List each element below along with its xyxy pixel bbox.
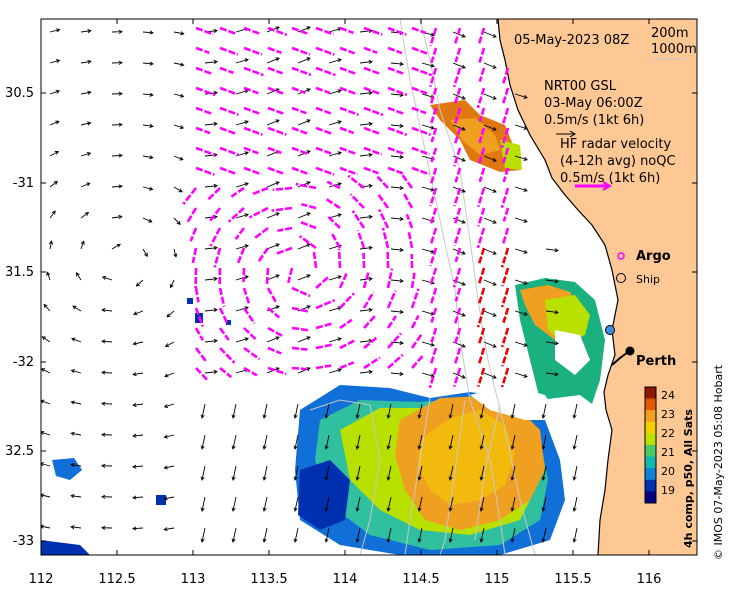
colorbar-tick: 22 [661,427,675,440]
mooring-marker [605,325,615,335]
plot-frame [40,18,698,556]
hf-legend-line1: HF radar velocity [560,137,672,152]
gsl-legend-line3: 0.5m/s (1kt 6h) [544,113,644,128]
x-tick-label: 112.5 [98,572,135,587]
colorbar-tick: 21 [661,446,675,459]
gsl-legend-line2: 03-May 06:00Z [544,96,643,111]
x-tick-label: 114 [333,572,358,587]
timestamp-label: 05-May-2023 08Z [514,33,629,48]
hf-legend-line2: (4-12h avg) noQC [560,154,676,169]
colorbar-tick: 23 [661,408,675,421]
y-tick-label: -33 [13,534,34,549]
black-dot-icon [625,346,635,356]
x-tick-label: 116 [637,572,662,587]
colorbar-tick: 20 [661,465,675,478]
y-tick-label: 31.5 [5,265,34,280]
gsl-legend-line1: NRT00 GSL [544,79,617,94]
x-tick-label: 112 [29,572,54,587]
hf-radar-vectors [182,26,510,389]
x-tick-label: 114.5 [402,572,439,587]
y-tick-label: 30.5 [5,86,34,101]
x-tick-label: 115 [485,572,510,587]
y-tick-label: -31 [13,176,34,191]
colorbar-title: 4h comp, p50, All Sats [682,409,695,548]
x-tick-label: 113 [181,572,206,587]
colorbar-tick: 19 [661,484,675,497]
black-circle-icon [616,273,626,283]
map-plot-area [41,19,697,555]
colorbar-tick: 24 [661,389,675,402]
y-tick-label: -32 [13,355,34,370]
coastline [497,19,619,555]
x-tick-marks [40,19,650,555]
perth-label: Perth [636,354,676,369]
colorbar-frame [644,386,657,504]
contour-200-label: 200m [651,26,688,41]
sst-field [41,100,605,555]
bathymetry-contours [309,19,536,555]
magenta-circle-icon [617,252,625,260]
ship-legend-label: Ship [636,273,660,286]
contour-1000-label: 1000m [651,42,697,57]
credit-label: © IMOS 07-May-2023 05:08 Hobart [712,364,725,560]
x-tick-label: 113.5 [250,572,287,587]
y-tick-label: 32.5 [5,444,34,459]
hf-legend-line3: 0.5m/s (1kt 6h) [560,171,660,186]
y-tick-marks [41,92,697,542]
colorbar [645,387,656,504]
argo-legend-label: Argo [636,249,671,264]
x-tick-label: 115.5 [554,572,591,587]
